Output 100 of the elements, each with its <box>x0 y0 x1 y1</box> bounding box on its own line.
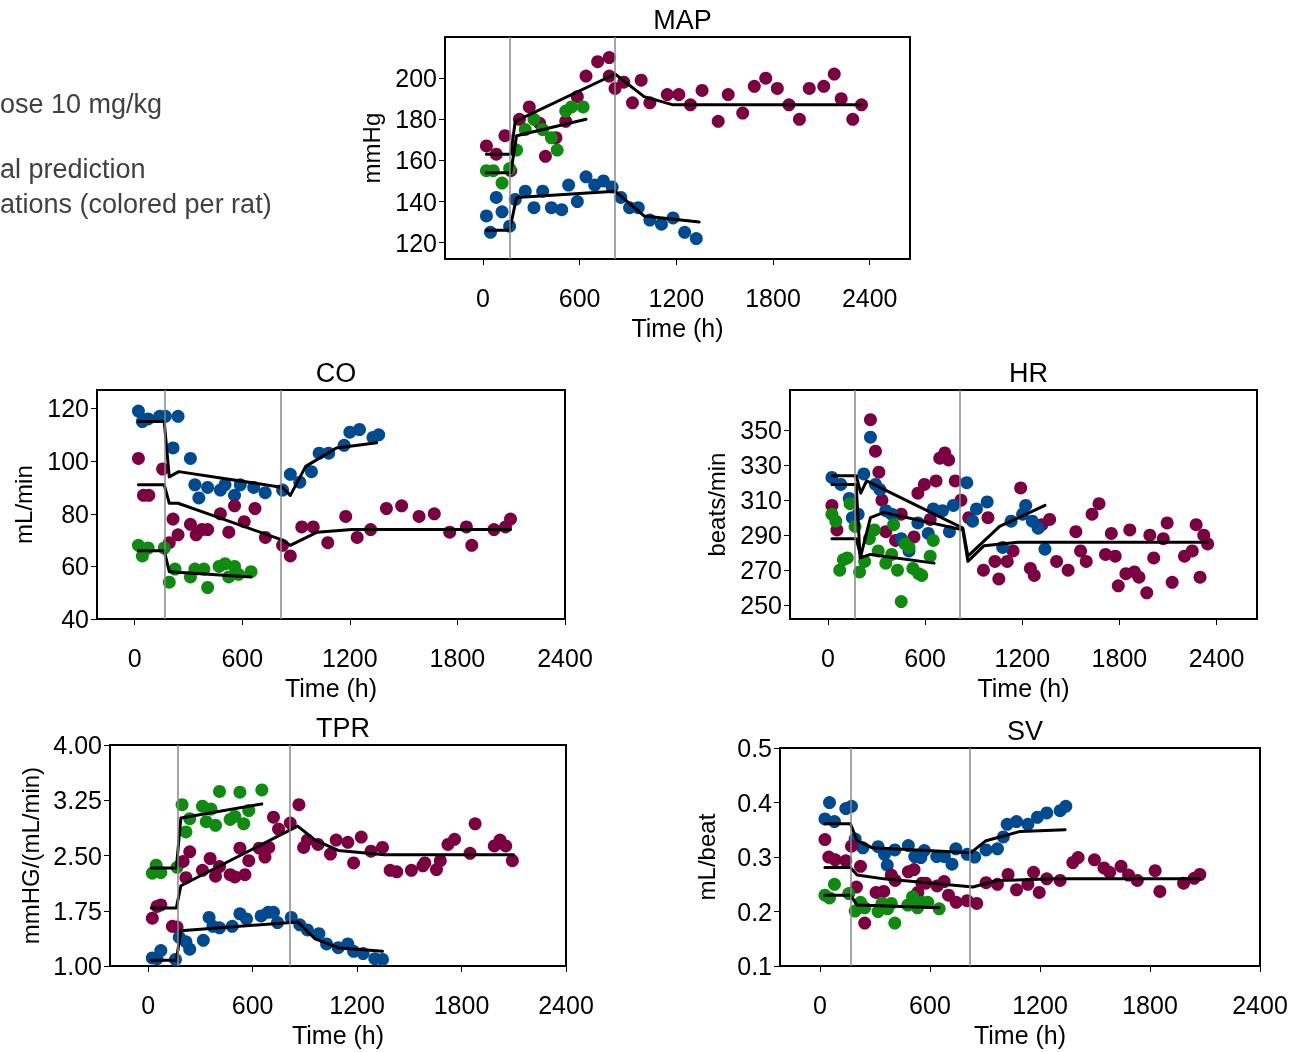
point <box>201 480 215 494</box>
point <box>295 520 309 534</box>
point <box>238 868 252 882</box>
y-tick-label: 290 <box>740 521 782 550</box>
point <box>802 81 816 95</box>
point <box>926 533 940 547</box>
point <box>1108 549 1122 563</box>
text: ose 10 mg/kg <box>0 88 163 119</box>
point <box>213 784 227 798</box>
point <box>183 451 197 465</box>
point <box>992 572 1006 586</box>
point <box>980 495 994 509</box>
point <box>827 67 841 81</box>
x-tick-label: 1200 <box>322 643 378 672</box>
point <box>1123 523 1137 537</box>
point <box>1031 521 1045 535</box>
point <box>347 856 361 870</box>
y-tick-label: 40 <box>61 605 89 634</box>
point <box>946 498 960 512</box>
point <box>1189 518 1203 532</box>
point <box>171 528 185 542</box>
point <box>792 112 806 126</box>
point <box>188 478 202 492</box>
point <box>857 467 871 481</box>
y-tick-label: 140 <box>395 187 437 216</box>
y-axis-title: mL/min <box>9 465 37 544</box>
y-tick-label: 80 <box>61 499 89 528</box>
x-tick-label: 1800 <box>1122 990 1178 1019</box>
point <box>979 843 993 857</box>
y-tick-label: 180 <box>395 105 437 134</box>
y-axis-title: beats/min <box>702 452 730 557</box>
point <box>522 100 536 114</box>
y-tick-label: 60 <box>61 552 89 581</box>
point <box>1014 481 1028 495</box>
point <box>911 486 925 500</box>
point <box>248 502 262 515</box>
point <box>1132 570 1146 584</box>
point <box>404 863 418 877</box>
point <box>1143 528 1157 542</box>
point <box>196 933 210 947</box>
point <box>131 451 145 465</box>
point <box>379 502 393 515</box>
point <box>672 88 686 102</box>
y-tick-label: 200 <box>395 64 437 93</box>
point <box>1092 497 1106 511</box>
x-tick-label: 0 <box>141 990 156 1019</box>
point <box>902 540 916 554</box>
point <box>736 106 750 120</box>
point <box>1111 579 1125 593</box>
point <box>376 840 389 854</box>
point <box>1193 570 1207 584</box>
point <box>907 863 921 877</box>
point <box>306 520 320 534</box>
point <box>817 79 831 93</box>
point <box>868 444 882 458</box>
point <box>1185 544 1199 558</box>
point <box>721 88 735 102</box>
point <box>1043 512 1057 526</box>
point <box>145 911 159 925</box>
point <box>1147 551 1161 565</box>
point <box>858 916 872 930</box>
text: ations (colored per rat) <box>0 188 272 219</box>
point <box>689 232 703 246</box>
point <box>550 143 564 157</box>
point <box>945 857 959 871</box>
text: al prediction <box>0 153 146 184</box>
point <box>427 507 441 521</box>
point <box>283 467 297 481</box>
y-tick-label: 310 <box>740 486 782 515</box>
point <box>747 79 761 93</box>
x-tick-label: 600 <box>231 990 274 1019</box>
point <box>988 554 1002 568</box>
y-tick-label: 270 <box>740 556 782 585</box>
point <box>625 96 639 110</box>
x-tick-label: 600 <box>909 990 951 1019</box>
point <box>1153 884 1167 898</box>
point <box>166 512 180 526</box>
point <box>1140 586 1154 600</box>
point <box>350 530 364 544</box>
point <box>233 785 247 799</box>
point <box>894 595 908 609</box>
point <box>1069 525 1083 539</box>
x-tick-label: 1800 <box>745 283 801 312</box>
point <box>1000 554 1014 568</box>
point <box>504 512 517 526</box>
point <box>863 430 877 444</box>
y-tick-label: 0.4 <box>737 788 773 817</box>
point <box>1114 859 1128 873</box>
point <box>863 413 877 427</box>
point <box>354 830 368 844</box>
point <box>854 859 867 873</box>
point <box>949 895 963 909</box>
point <box>840 551 854 565</box>
point <box>321 536 335 550</box>
point <box>267 810 280 824</box>
y-tick-label: 2.50 <box>53 841 102 870</box>
x-tick-label: 600 <box>904 643 947 672</box>
point <box>527 112 541 126</box>
x-tick-label: 0 <box>127 643 142 672</box>
point <box>562 178 576 192</box>
